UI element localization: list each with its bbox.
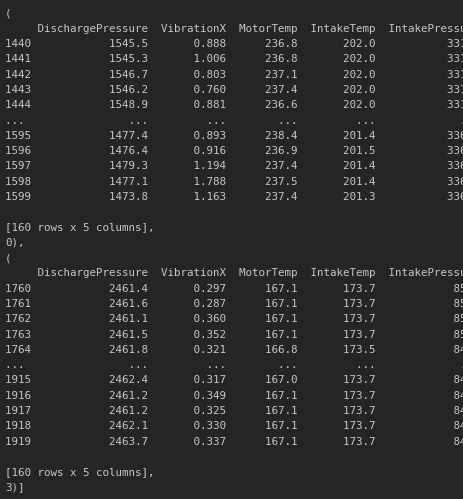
Text: (: (: [5, 253, 12, 263]
Text: 1598            1477.1       1.788      237.5       201.4           336.8: 1598 1477.1 1.788 237.5 201.4 336.8: [5, 177, 463, 187]
Text: [160 rows x 5 columns],: [160 rows x 5 columns],: [5, 223, 154, 233]
Text: 0),: 0),: [5, 238, 25, 248]
Text: 1596            1476.4       0.916      236.9       201.5           336.7: 1596 1476.4 0.916 236.9 201.5 336.7: [5, 146, 463, 156]
Text: 1597            1479.3       1.194      237.4       201.4           336.7: 1597 1479.3 1.194 237.4 201.4 336.7: [5, 162, 463, 172]
Text: [160 rows x 5 columns],: [160 rows x 5 columns],: [5, 467, 154, 477]
Text: ...                ...         ...        ...         ...             ...: ... ... ... ... ... ...: [5, 116, 463, 126]
Text: 1916            2461.2       0.349      167.1       173.7            84.4: 1916 2461.2 0.349 167.1 173.7 84.4: [5, 391, 463, 401]
Text: 1444            1548.9       0.881      236.6       202.0           331.3: 1444 1548.9 0.881 236.6 202.0 331.3: [5, 100, 463, 110]
Text: 1761            2461.6       0.287      167.1       173.7            85.6: 1761 2461.6 0.287 167.1 173.7 85.6: [5, 299, 463, 309]
Text: 1917            2461.2       0.325      167.1       173.7            84.1: 1917 2461.2 0.325 167.1 173.7 84.1: [5, 406, 463, 416]
Text: DischargePressure  VibrationX  MotorTemp  IntakeTemp  IntakePressure: DischargePressure VibrationX MotorTemp I…: [5, 24, 463, 34]
Text: ...                ...         ...        ...         ...             ...: ... ... ... ... ... ...: [5, 360, 463, 370]
Text: 1440            1545.5       0.888      236.8       202.0           331.1: 1440 1545.5 0.888 236.8 202.0 331.1: [5, 39, 463, 49]
Text: 1763            2461.5       0.352      167.1       173.7            85.1: 1763 2461.5 0.352 167.1 173.7 85.1: [5, 329, 463, 339]
Text: (: (: [5, 8, 12, 18]
Text: 1441            1545.3       1.006      236.8       202.0           331.0: 1441 1545.3 1.006 236.8 202.0 331.0: [5, 54, 463, 64]
Text: 1762            2461.1       0.360      167.1       173.7            85.6: 1762 2461.1 0.360 167.1 173.7 85.6: [5, 314, 463, 324]
Text: 1443            1546.2       0.760      237.4       202.0           331.6: 1443 1546.2 0.760 237.4 202.0 331.6: [5, 85, 463, 95]
Text: 1919            2463.7       0.337      167.1       173.7            84.2: 1919 2463.7 0.337 167.1 173.7 84.2: [5, 437, 463, 447]
Text: 1442            1546.7       0.803      237.1       202.0           331.4: 1442 1546.7 0.803 237.1 202.0 331.4: [5, 70, 463, 80]
Text: 1764            2461.8       0.321      166.8       173.5            84.7: 1764 2461.8 0.321 166.8 173.5 84.7: [5, 345, 463, 355]
Text: 1760            2461.4       0.297      167.1       173.7            85.7: 1760 2461.4 0.297 167.1 173.7 85.7: [5, 284, 463, 294]
Text: 3)]: 3)]: [5, 483, 25, 493]
Text: DischargePressure  VibrationX  MotorTemp  IntakeTemp  IntakePressure: DischargePressure VibrationX MotorTemp I…: [5, 268, 463, 278]
Text: 1599            1473.8       1.163      237.4       201.3           336.6: 1599 1473.8 1.163 237.4 201.3 336.6: [5, 192, 463, 202]
Text: 1918            2462.1       0.330      167.1       173.7            84.4: 1918 2462.1 0.330 167.1 173.7 84.4: [5, 421, 463, 431]
Text: 1595            1477.4       0.893      238.4       201.4           336.3: 1595 1477.4 0.893 238.4 201.4 336.3: [5, 131, 463, 141]
Text: 1915            2462.4       0.317      167.0       173.7            84.3: 1915 2462.4 0.317 167.0 173.7 84.3: [5, 375, 463, 385]
